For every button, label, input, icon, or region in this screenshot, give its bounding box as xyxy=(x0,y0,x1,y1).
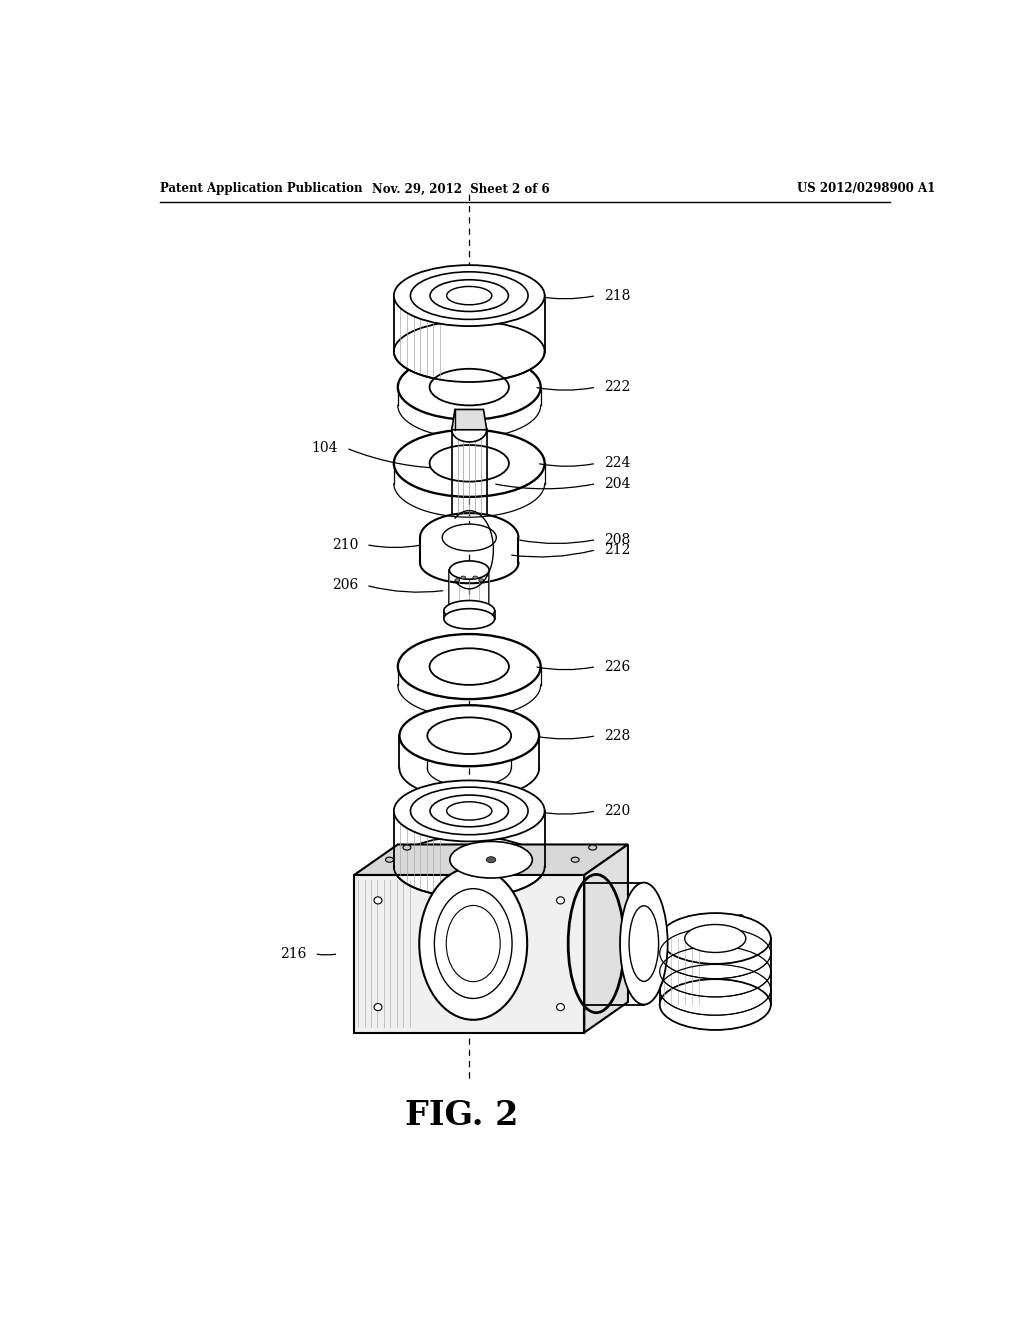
Text: 224: 224 xyxy=(604,457,631,470)
Ellipse shape xyxy=(659,913,771,964)
Ellipse shape xyxy=(571,857,580,862)
Ellipse shape xyxy=(394,321,545,381)
Ellipse shape xyxy=(450,561,489,579)
Ellipse shape xyxy=(430,648,509,685)
Ellipse shape xyxy=(479,578,483,582)
Ellipse shape xyxy=(427,718,511,754)
Ellipse shape xyxy=(399,705,539,766)
Ellipse shape xyxy=(486,857,496,863)
Text: 208: 208 xyxy=(604,532,631,546)
Ellipse shape xyxy=(620,883,668,1005)
Ellipse shape xyxy=(455,578,460,582)
Text: 102: 102 xyxy=(719,913,745,928)
Ellipse shape xyxy=(430,795,509,826)
Ellipse shape xyxy=(434,888,512,998)
Text: 216: 216 xyxy=(281,946,306,961)
Ellipse shape xyxy=(557,1003,564,1011)
Ellipse shape xyxy=(659,979,771,1030)
Ellipse shape xyxy=(557,896,564,904)
Ellipse shape xyxy=(430,445,509,482)
Ellipse shape xyxy=(430,280,509,312)
Ellipse shape xyxy=(385,857,393,862)
Text: Patent Application Publication: Patent Application Publication xyxy=(160,182,362,195)
Text: US 2012/0298900 A1: US 2012/0298900 A1 xyxy=(797,182,935,195)
Polygon shape xyxy=(585,845,628,1032)
Ellipse shape xyxy=(374,1003,382,1011)
Text: 214: 214 xyxy=(604,977,631,991)
Ellipse shape xyxy=(397,355,541,420)
Text: 210: 210 xyxy=(332,537,358,552)
Ellipse shape xyxy=(446,286,492,305)
Ellipse shape xyxy=(411,272,528,319)
Text: 226: 226 xyxy=(604,660,631,673)
Ellipse shape xyxy=(629,906,658,981)
Ellipse shape xyxy=(589,845,597,850)
Ellipse shape xyxy=(450,602,489,620)
Text: 202: 202 xyxy=(604,847,631,862)
Ellipse shape xyxy=(394,837,545,898)
Ellipse shape xyxy=(452,417,486,442)
Ellipse shape xyxy=(397,634,541,700)
Ellipse shape xyxy=(685,924,745,953)
Text: FIG. 2: FIG. 2 xyxy=(404,1100,518,1133)
Ellipse shape xyxy=(446,906,500,982)
Text: 206: 206 xyxy=(332,578,358,593)
Ellipse shape xyxy=(443,601,495,620)
Ellipse shape xyxy=(403,845,411,850)
Polygon shape xyxy=(452,409,486,430)
Ellipse shape xyxy=(394,265,545,326)
Ellipse shape xyxy=(394,430,545,496)
Ellipse shape xyxy=(419,867,527,1020)
Ellipse shape xyxy=(443,609,495,630)
Text: 222: 222 xyxy=(604,380,631,395)
Text: 228: 228 xyxy=(604,729,631,743)
Ellipse shape xyxy=(461,576,466,579)
Ellipse shape xyxy=(450,841,532,878)
Ellipse shape xyxy=(442,524,497,550)
Ellipse shape xyxy=(446,801,492,820)
Ellipse shape xyxy=(473,576,477,579)
Ellipse shape xyxy=(411,787,528,834)
Text: 218: 218 xyxy=(604,289,631,302)
Text: 212: 212 xyxy=(604,543,631,557)
Text: 104: 104 xyxy=(311,441,338,455)
Polygon shape xyxy=(354,845,628,875)
Text: Nov. 29, 2012  Sheet 2 of 6: Nov. 29, 2012 Sheet 2 of 6 xyxy=(373,182,550,195)
Ellipse shape xyxy=(374,896,382,904)
Text: 204: 204 xyxy=(604,477,631,491)
Text: 220: 220 xyxy=(604,804,631,818)
Polygon shape xyxy=(354,875,585,1032)
Ellipse shape xyxy=(430,368,509,405)
Ellipse shape xyxy=(394,780,545,841)
